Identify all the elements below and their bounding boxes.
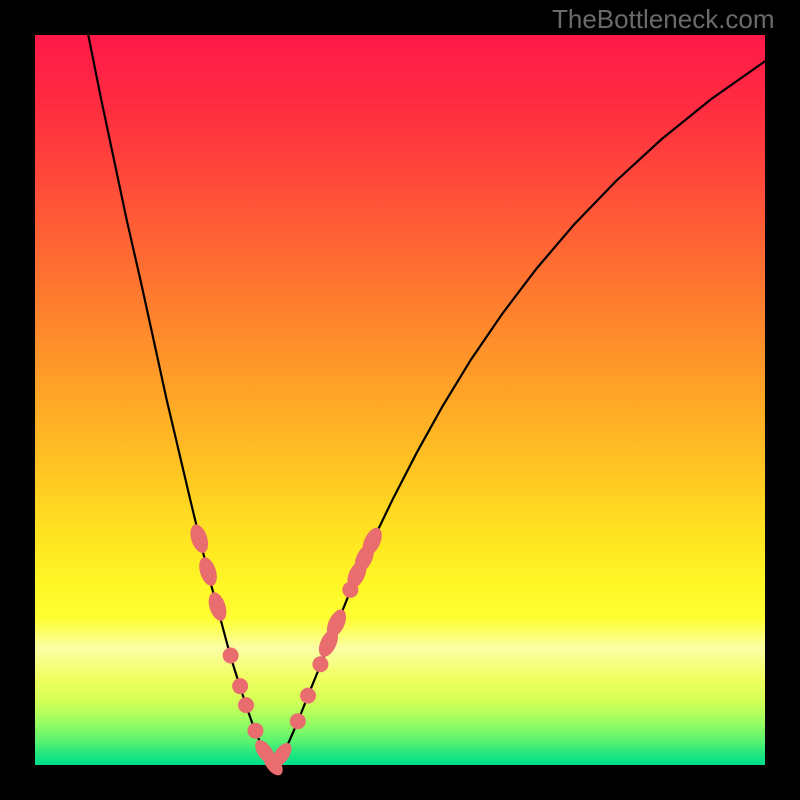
marker-6: [247, 723, 263, 739]
marker-11: [300, 688, 316, 704]
marker-4: [232, 678, 248, 694]
marker-5: [238, 697, 254, 713]
watermark-text: TheBottleneck.com: [552, 4, 775, 35]
chart-container: TheBottleneck.com: [0, 0, 800, 800]
marker-3: [223, 648, 239, 664]
marker-10: [290, 713, 306, 729]
marker-12: [312, 656, 328, 672]
bottleneck-chart: [0, 0, 800, 800]
